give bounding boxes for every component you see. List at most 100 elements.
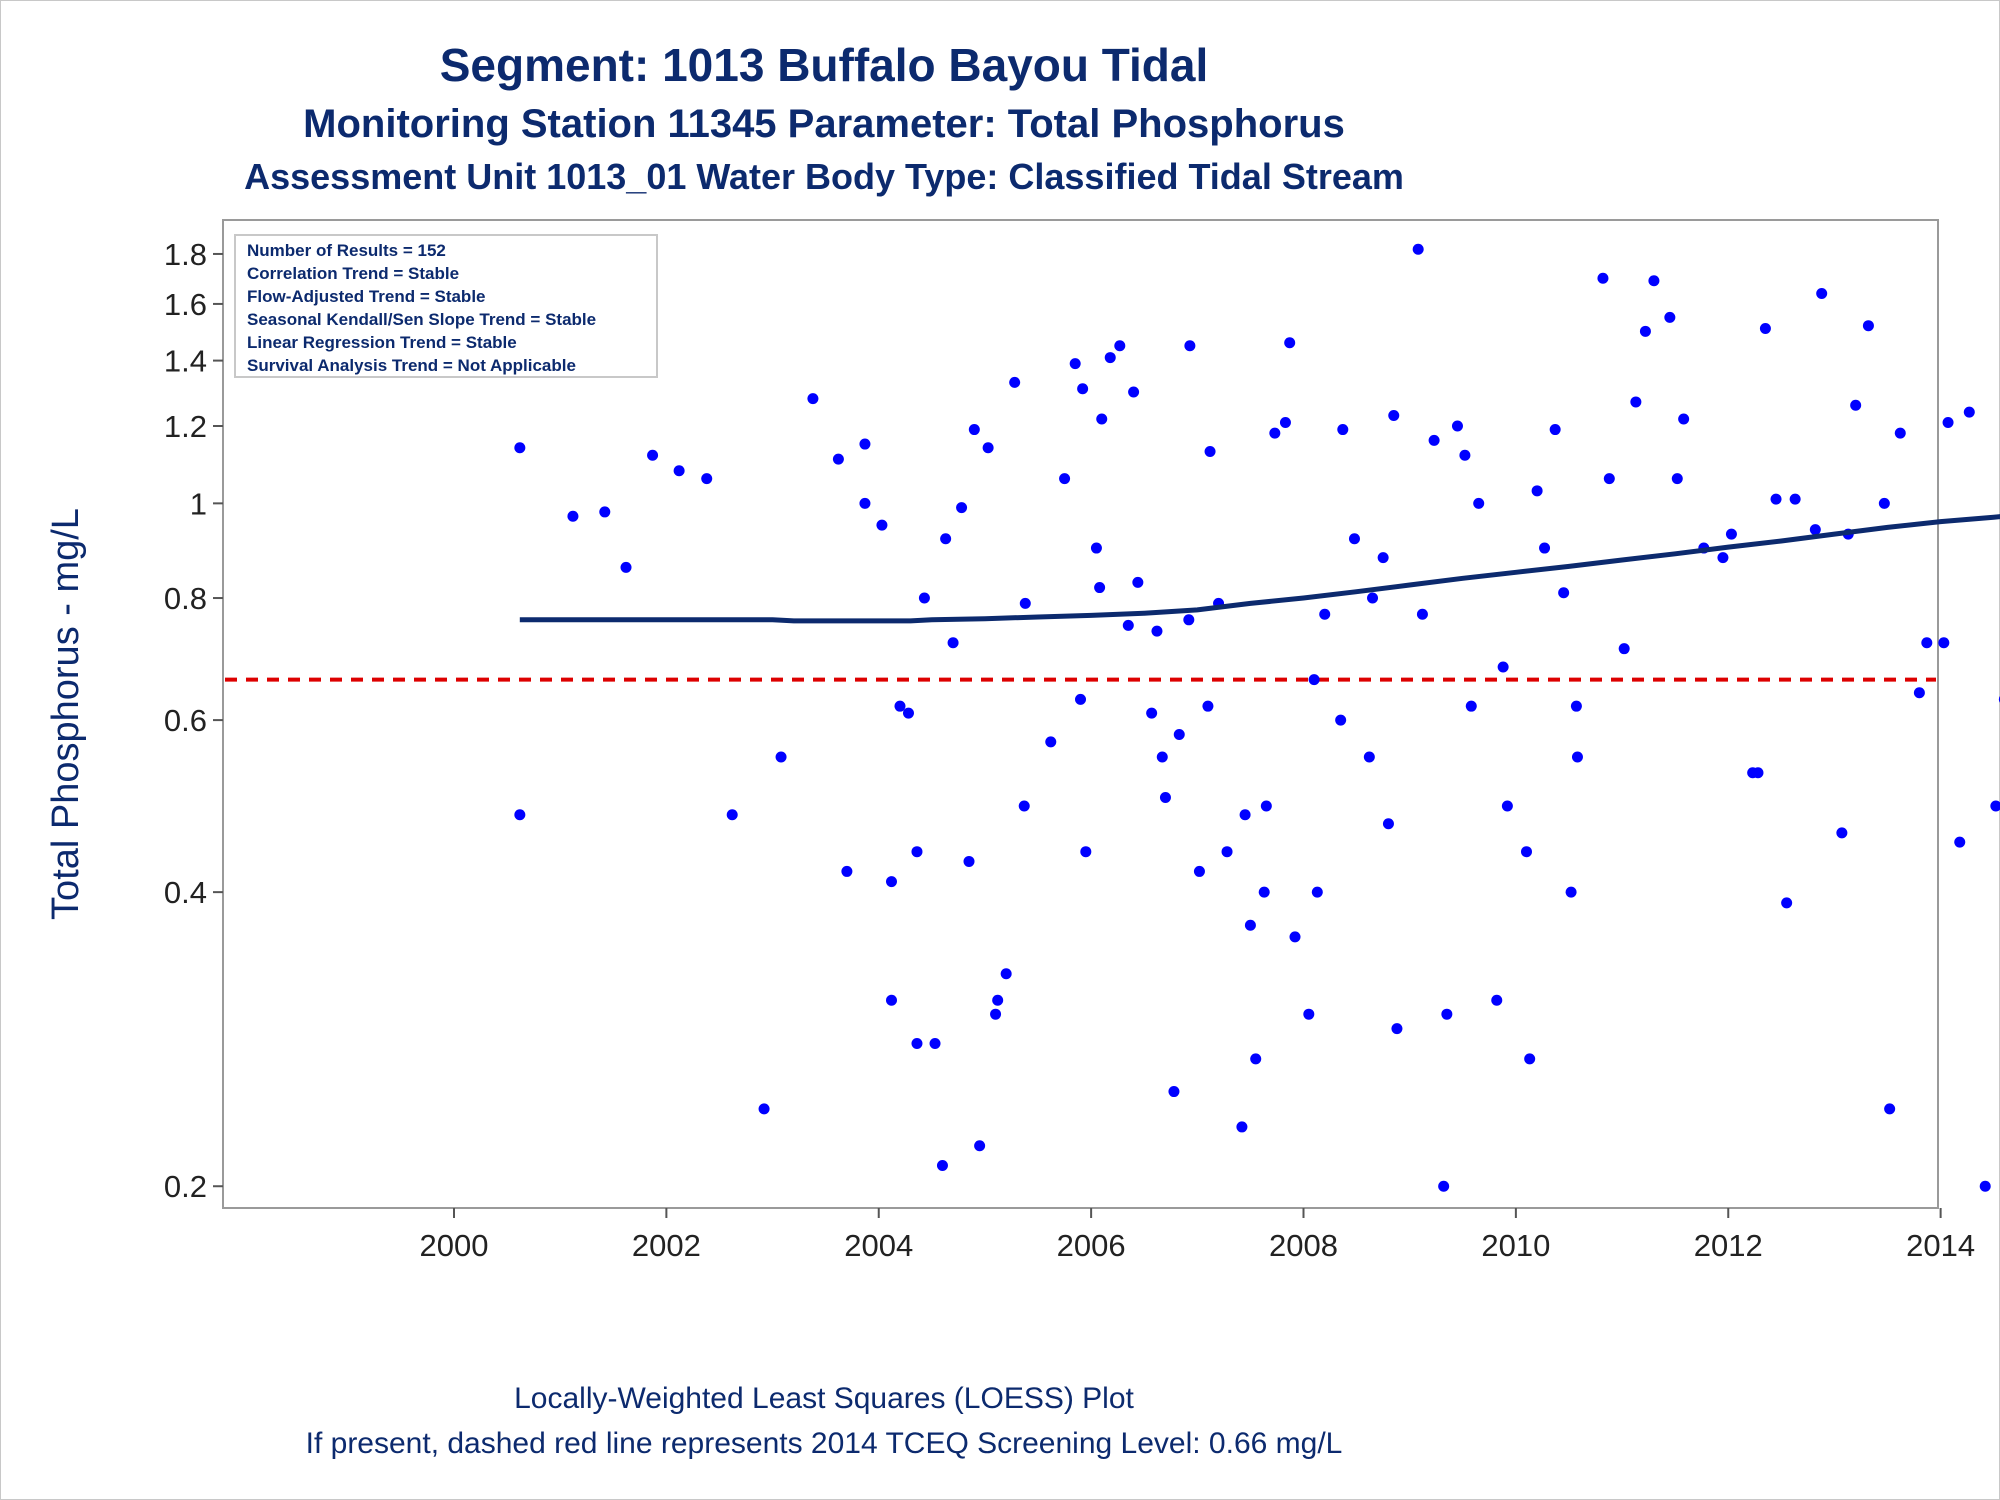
x-tick-label: 2006 (1057, 1228, 1126, 1263)
data-point (1473, 497, 1485, 509)
data-point (911, 846, 923, 858)
data-point (1725, 528, 1737, 540)
data-point (1159, 791, 1171, 803)
data-point (974, 1140, 986, 1152)
data-point (1549, 424, 1561, 436)
data-point (911, 1037, 923, 1049)
data-point (1789, 493, 1801, 505)
y-tick-label: 0.2 (164, 1169, 207, 1204)
data-point (990, 1008, 1002, 1020)
data-point (1258, 886, 1270, 898)
data-point (894, 700, 906, 712)
data-point (775, 751, 787, 763)
data-point (1441, 1008, 1453, 1020)
data-point (1080, 846, 1092, 858)
data-point (1284, 337, 1296, 349)
data-point (1156, 751, 1168, 763)
data-point (1269, 427, 1281, 439)
data-point (620, 561, 632, 573)
data-point (1539, 542, 1551, 554)
stats-box-border (234, 234, 658, 378)
data-point (567, 510, 579, 522)
data-point (1671, 473, 1683, 485)
data-point (982, 442, 994, 454)
data-point (1878, 497, 1890, 509)
data-point (1382, 818, 1394, 830)
data-point (1921, 637, 1933, 649)
data-point (1770, 493, 1782, 505)
data-point (1018, 800, 1030, 812)
data-point (1221, 846, 1233, 858)
data-point (1009, 376, 1021, 388)
data-point (1412, 243, 1424, 255)
data-point (1319, 608, 1331, 620)
x-tick-label: 2010 (1481, 1228, 1550, 1263)
data-point (1648, 275, 1660, 287)
data-point (1781, 897, 1793, 909)
data-point (1990, 800, 2000, 812)
data-point (902, 707, 914, 719)
stats-line-seasonal-kendall: Seasonal Kendall/Sen Slope Trend = Stabl… (247, 310, 596, 329)
data-point (1077, 383, 1089, 395)
data-point (1391, 1023, 1403, 1035)
data-point (514, 809, 526, 821)
data-point (1836, 827, 1848, 839)
x-tick-label: 2008 (1269, 1228, 1338, 1263)
data-point (1122, 619, 1134, 631)
y-tick-label: 1.2 (164, 409, 207, 444)
data-point (1571, 751, 1583, 763)
data-point (1193, 865, 1205, 877)
data-point (1459, 449, 1471, 461)
data-point (1524, 1053, 1536, 1065)
data-point (832, 453, 844, 465)
y-tick-label: 0.6 (164, 703, 207, 738)
stats-box: Number of Results = 152 Correlation Tren… (234, 234, 658, 378)
data-point (1260, 800, 1272, 812)
data-point (1173, 728, 1185, 740)
footnote-loess: Locally-Weighted Least Squares (LOESS) P… (514, 1382, 1134, 1415)
data-point (726, 809, 738, 821)
stats-line-linear-regression: Linear Regression Trend = Stable (247, 333, 517, 352)
data-point (1664, 311, 1676, 323)
data-point (758, 1103, 770, 1115)
data-point (1809, 524, 1821, 536)
data-point (1388, 410, 1400, 422)
data-point (1501, 800, 1513, 812)
data-point (1603, 473, 1615, 485)
data-point (1000, 968, 1012, 980)
data-point (1075, 693, 1087, 705)
footnote-screening-level: If present, dashed red line represents 2… (305, 1427, 1343, 1460)
stats-line-survival-analysis: Survival Analysis Trend = Not Applicable (247, 356, 576, 375)
data-point (599, 506, 611, 518)
data-point (1114, 340, 1126, 352)
data-point (885, 994, 897, 1006)
data-point (1204, 446, 1216, 458)
y-tick-label: 0.8 (164, 581, 207, 616)
data-point (1630, 396, 1642, 408)
data-point (1151, 625, 1163, 637)
data-point (885, 876, 897, 888)
data-point (1491, 994, 1503, 1006)
data-point (1308, 674, 1320, 686)
data-point (1377, 552, 1389, 564)
data-point (876, 519, 888, 531)
data-point (859, 497, 871, 509)
data-point (859, 438, 871, 450)
data-point (1045, 736, 1057, 748)
data-points (514, 243, 2000, 1192)
data-point (1184, 340, 1196, 352)
data-point (1913, 687, 1925, 699)
data-point (1618, 643, 1630, 655)
data-point (1069, 358, 1081, 370)
data-point (1090, 542, 1102, 554)
data-point (1202, 700, 1214, 712)
data-point (1303, 1008, 1315, 1020)
data-point (701, 473, 713, 485)
data-point (1752, 767, 1764, 779)
data-point (673, 465, 685, 477)
data-point (968, 424, 980, 436)
data-point (1250, 1053, 1262, 1065)
x-tick-label: 2012 (1694, 1228, 1763, 1263)
data-point (1894, 427, 1906, 439)
data-point (1678, 413, 1690, 425)
